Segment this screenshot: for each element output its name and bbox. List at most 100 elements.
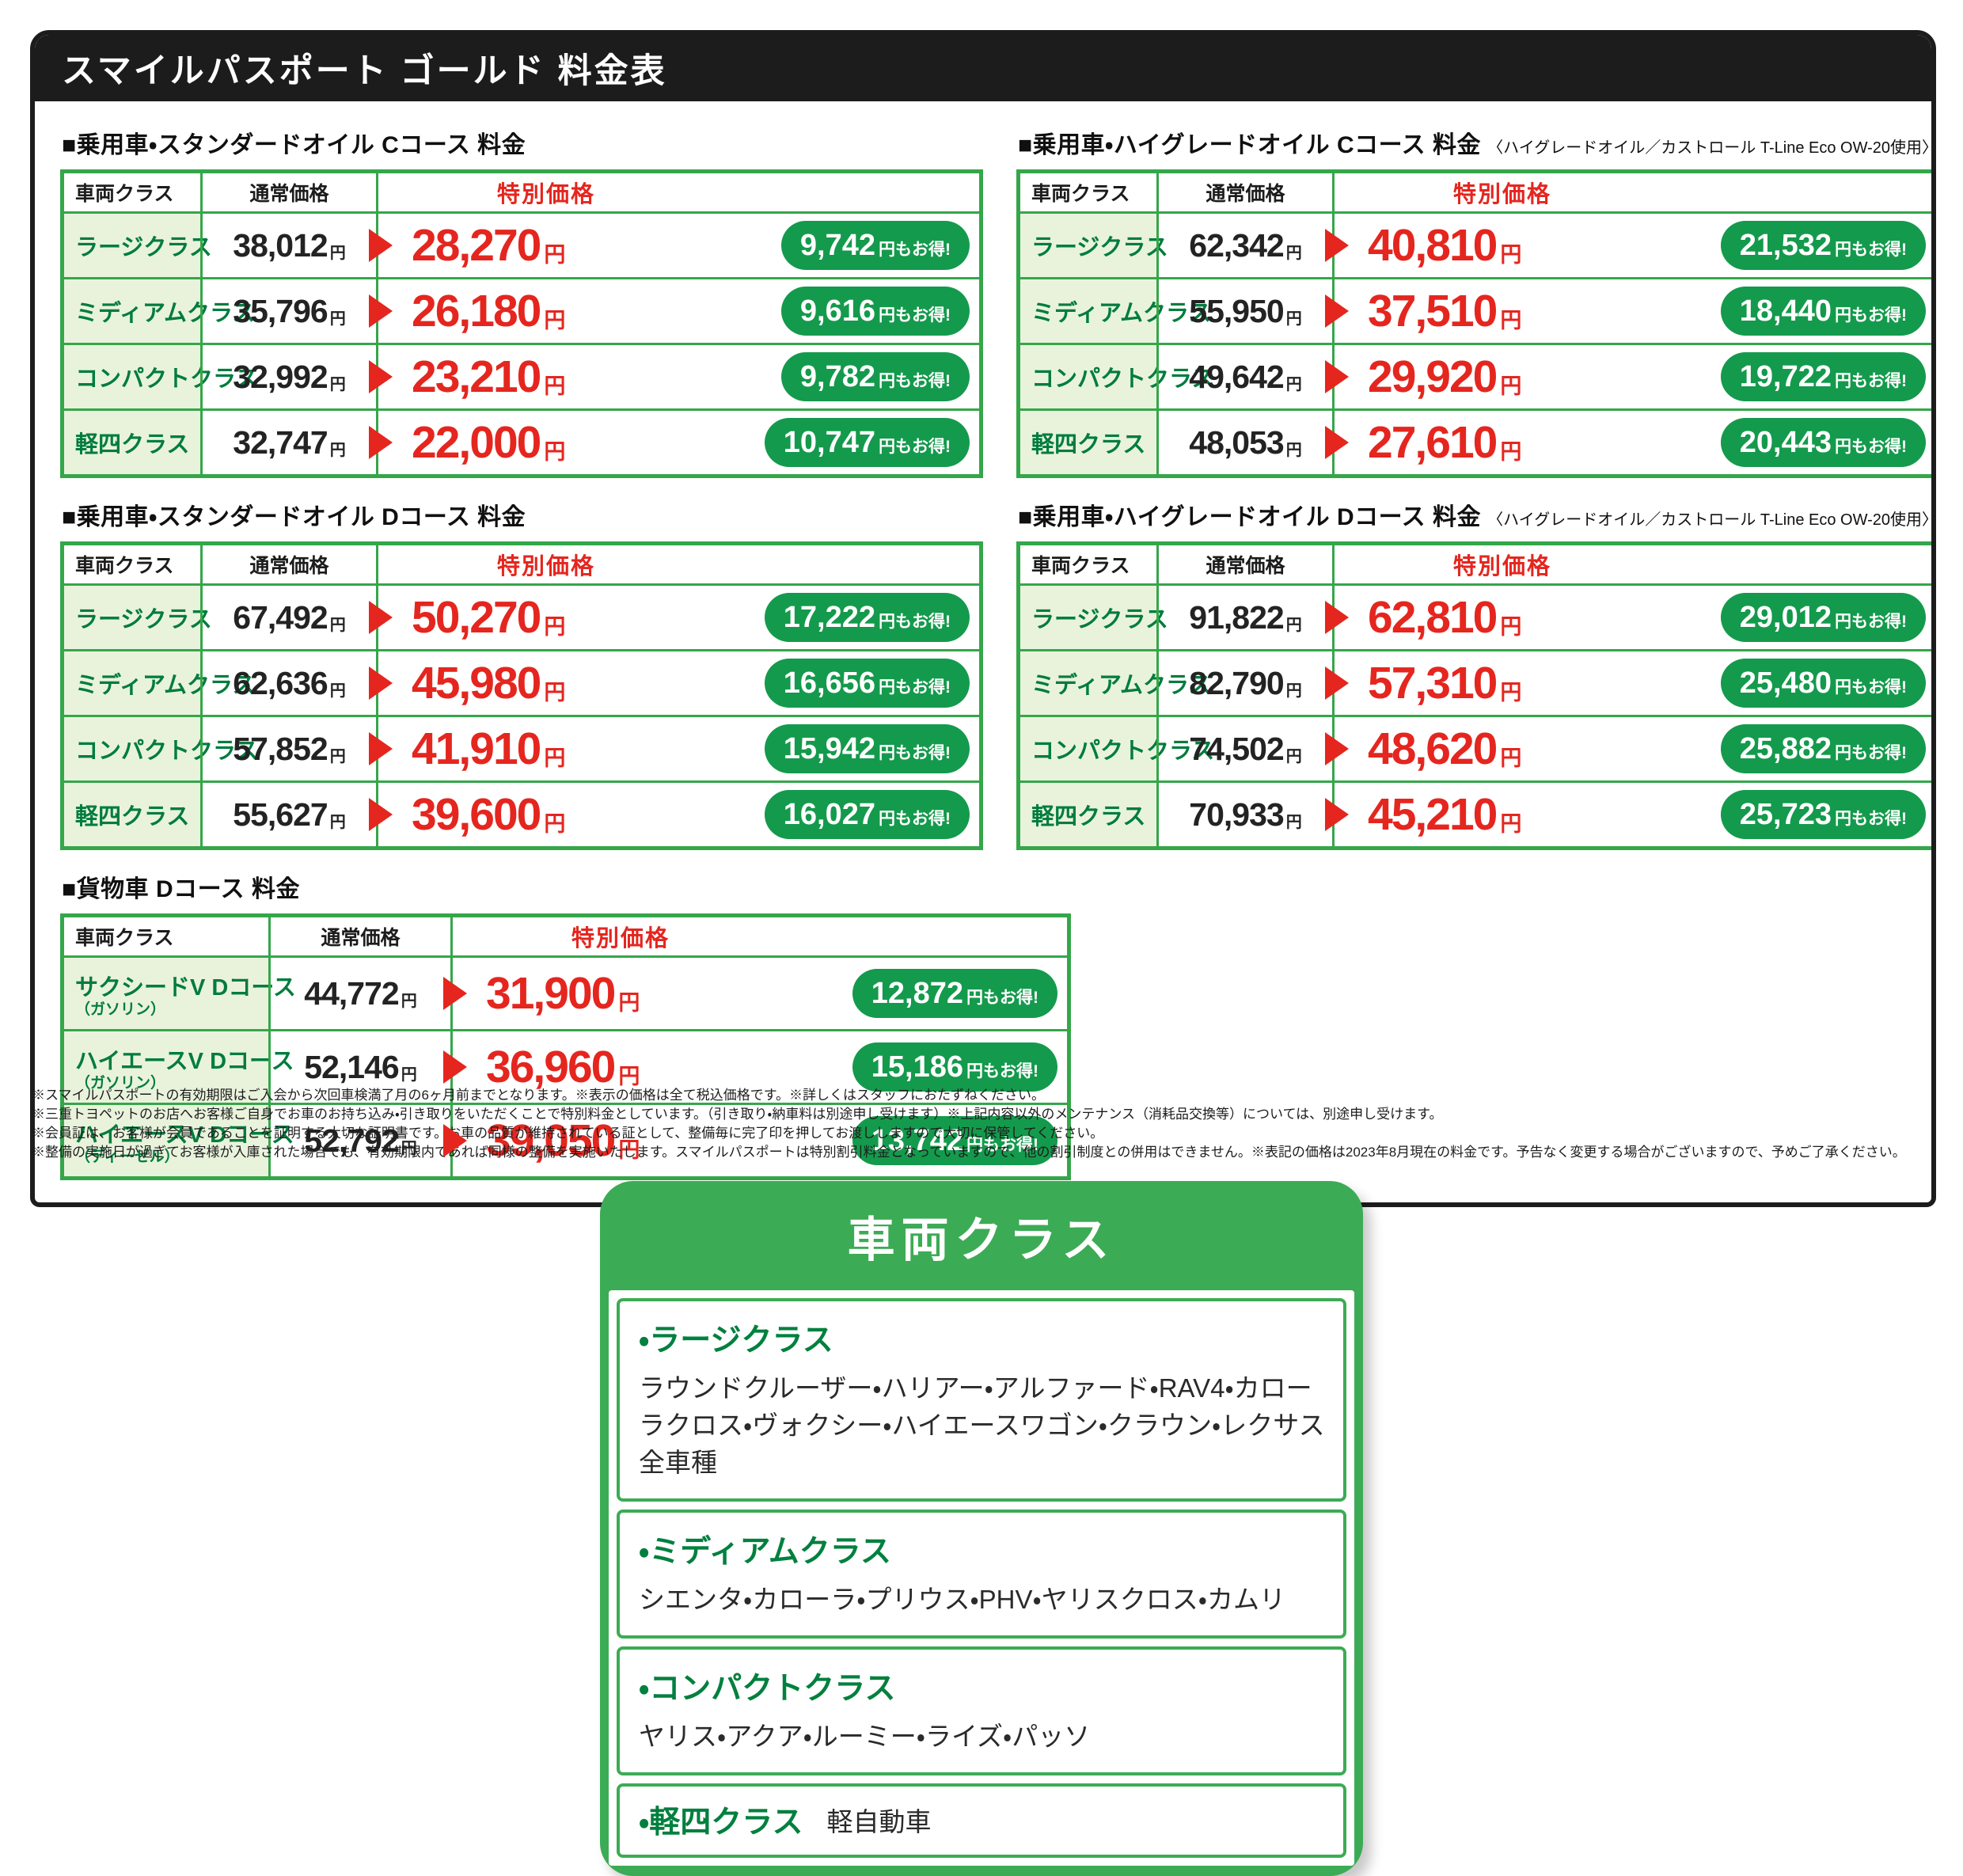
yen-unit: 円 (618, 1137, 640, 1162)
save-badge: 15,186 円もお得! (852, 1042, 1057, 1092)
save-suffix: 円もお得! (879, 678, 951, 697)
class-item-large: ・ラージクラス ラウンドクルーザー・ハリアー・アルファード・RAV4・カローラク… (617, 1298, 1346, 1502)
yen-unit: 円 (544, 746, 566, 770)
normal-price: 74,502 (1189, 730, 1284, 767)
save-suffix: 円もお得! (1835, 241, 1907, 259)
special-price-cell: 57,310 円 25,480 円もお得! (1332, 651, 1931, 715)
class-name: コンパクトクラス (75, 739, 259, 764)
header-class: 車両クラス (1020, 173, 1156, 211)
class-cell: コンパクトクラス (64, 345, 258, 408)
special-price-cell: 50,270 円 17,222 円もお得! (376, 586, 979, 649)
vehicle-class-title: 車両クラス (847, 1213, 1116, 1266)
class-item-desc: ヤリス・アクア・ルーミー・ライズ・パッソ (639, 1722, 1091, 1751)
normal-price: 57,852 (233, 730, 328, 767)
header-special-price: 特別価格 (376, 545, 979, 583)
table-highgrade-c: ■乗用車・ハイグレードオイル Cコース 料金 〈ハイグレードオイル／カストロール … (1016, 125, 1931, 478)
yen-unit: 円 (1500, 746, 1522, 770)
save-amount: 16,027 (783, 797, 875, 831)
special-price: 40,810 (1368, 220, 1498, 271)
arrow-right-icon (1325, 666, 1349, 700)
yen-unit: 円 (329, 682, 346, 700)
save-badge: 13,742 円もお得! (852, 1116, 1057, 1165)
table-row: 軽四クラス 55,627 円 39,600 円 16,027 円もお得! (64, 780, 979, 846)
normal-price-cell: 62,636 円 (200, 651, 393, 715)
table-row: ミディアムクラス 82,790 円 57,310 円 25,480 円もお得! (1020, 649, 1931, 715)
class-name: ミディアムクラス (75, 301, 256, 326)
normal-price: 32,992 (233, 358, 328, 395)
yen-unit: 円 (1285, 310, 1302, 328)
normal-price-cell: 32,992 円 (200, 345, 393, 408)
class-name: コンパクトクラス (1031, 366, 1215, 392)
footnote-line: ※三重トヨペットのお店へお客様ご自身でお車のお持ち込み・引き取りをいただくことで… (32, 1107, 1443, 1122)
arrow-right-icon (443, 1124, 467, 1157)
special-price: 48,620 (1368, 723, 1498, 774)
table-row: ハイエースV Dコース （ディーゼル） 52,792 円 39,050 円 13,742 円も… (64, 1103, 1067, 1176)
yen-unit: 円 (1500, 614, 1522, 639)
save-badge: 9,616 円もお得! (780, 287, 970, 336)
yen-unit: 円 (1285, 813, 1302, 831)
save-suffix: 円もお得! (966, 1062, 1038, 1080)
class-item-desc: シエンタ・カローラ・プリウス・PHV・ヤリスクロス・カムリ (639, 1585, 1285, 1614)
save-badge: 16,027 円もお得! (764, 790, 970, 839)
save-amount: 15,942 (783, 731, 875, 765)
table-row: ミディアムクラス 62,636 円 45,980 円 16,656 円もお得! (64, 649, 979, 715)
save-badge: 10,747 円もお得! (764, 418, 970, 467)
footnotes: ※スマイルパスポートの有効期限はご入会から次回車検満了月の6ヶ月前までとなります… (32, 1086, 1955, 1162)
class-item-compact: ・コンパクトクラス ヤリス・アクア・ルーミー・ライズ・パッソ (617, 1646, 1346, 1775)
class-name: 軽四クラス (1031, 804, 1146, 830)
class-name: ラージクラス (75, 607, 212, 632)
arrow-right-icon (369, 229, 393, 262)
right-column: ■乗用車・ハイグレードオイル Cコース 料金 〈ハイグレードオイル／カストロール … (1016, 106, 1931, 1180)
table-row: ラージクラス 67,492 円 50,270 円 17,222 円もお得! (64, 583, 979, 649)
footnote-line: ※スマイルパスポートの有効期限はご入会から次回車検満了月の6ヶ月前までとなります… (32, 1088, 1046, 1103)
arrow-right-icon (369, 294, 393, 328)
table-heading: ■乗用車・ハイグレードオイル Cコース 料金 (1018, 132, 1481, 158)
normal-price: 70,933 (1189, 796, 1284, 833)
normal-price-cell: 38,012 円 (200, 214, 393, 277)
class-cell: ハイエースV Dコース （ガソリン） (64, 1031, 294, 1103)
special-price-cell: 40,810 円 21,532 円もお得! (1332, 214, 1931, 277)
table-row: ハイエースV Dコース （ガソリン） 52,146 円 36,960 円 15,186 円もお… (64, 1029, 1067, 1103)
class-name: ミディアムクラス (1031, 301, 1212, 326)
special-price: 39,600 (412, 789, 541, 840)
special-price: 29,920 (1368, 351, 1498, 402)
arrow-right-icon (1325, 294, 1349, 328)
yen-unit: 円 (544, 242, 566, 267)
table-row: ミディアムクラス 55,950 円 37,510 円 18,440 円もお得! (1020, 277, 1931, 343)
class-name: ラージクラス (1031, 607, 1168, 632)
price-table: 車両クラス 通常価格 特別価格 ラージクラス 62,342 円 40,810 円 21,532 円… (1016, 169, 1931, 478)
price-table: 車両クラス 通常価格 特別価格 ラージクラス 91,822 円 62,810 円 29,012 円… (1016, 541, 1931, 850)
special-price-cell: 23,210 円 9,782 円もお得! (376, 345, 979, 408)
normal-price-cell: 49,642 円 (1156, 345, 1349, 408)
save-amount: 18,440 (1739, 294, 1832, 328)
header-class: 車両クラス (64, 173, 200, 211)
normal-price: 44,772 (304, 974, 399, 1012)
special-price-cell: 26,180 円 9,616 円もお得! (376, 279, 979, 343)
yen-unit: 円 (544, 680, 566, 704)
save-amount: 9,742 (799, 228, 875, 262)
normal-price-cell: 67,492 円 (200, 586, 393, 649)
table-standard-c: ■乗用車・スタンダードオイル Cコース 料金 車両クラス 通常価格 特別価格 ラージクラ… (60, 125, 983, 478)
normal-price-cell: 55,627 円 (200, 783, 393, 846)
normal-price-cell: 62,342 円 (1156, 214, 1349, 277)
special-price-cell: 45,980 円 16,656 円もお得! (376, 651, 979, 715)
vehicle-class-box: 車両クラス ・ラージクラス ラウンドクルーザー・ハリアー・アルファード・RAV4… (600, 1181, 1363, 1876)
save-amount: 25,882 (1739, 731, 1832, 765)
special-price: 28,270 (412, 220, 541, 271)
class-name: 軽四クラス (75, 432, 190, 458)
save-suffix: 円もお得! (879, 744, 951, 762)
page-title: スマイルパスポート ゴールド 料金表 (62, 52, 667, 90)
arrow-right-icon (369, 426, 393, 459)
yen-unit: 円 (1500, 811, 1522, 836)
class-cell: ラージクラス (1020, 214, 1168, 277)
yen-unit: 円 (1285, 616, 1302, 634)
yen-unit: 円 (544, 811, 566, 836)
special-price-cell: 39,600 円 16,027 円もお得! (376, 783, 979, 846)
save-amount: 20,443 (1739, 425, 1832, 459)
yen-unit: 円 (1500, 680, 1522, 704)
class-name: ハイエースV Dコース (75, 1122, 294, 1148)
save-badge: 21,532 円もお得! (1720, 221, 1926, 270)
normal-price: 55,627 (233, 796, 328, 833)
class-name: ミディアムクラス (1031, 673, 1212, 698)
save-amount: 25,480 (1739, 666, 1832, 700)
